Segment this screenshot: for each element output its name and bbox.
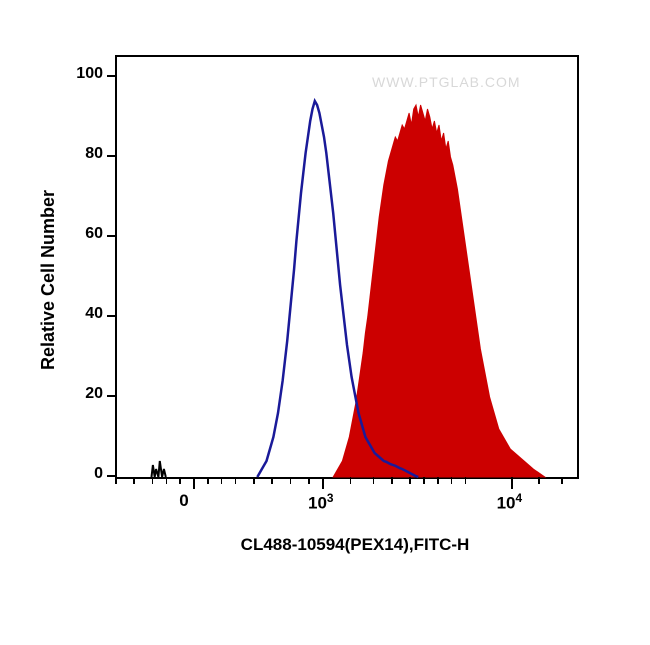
x-neg-minor-tick <box>179 477 181 484</box>
x-neg-minor-tick <box>166 477 168 484</box>
x-minor-tick <box>221 477 223 484</box>
y-tick-label: 80 <box>85 145 103 163</box>
x-minor-tick <box>207 477 209 484</box>
plot-area: WWW.PTGLAB.COM <box>115 55 579 479</box>
x-minor-tick <box>451 477 453 484</box>
stained-histogram <box>333 105 545 477</box>
x-minor-tick <box>235 477 237 484</box>
x-neg-minor-tick <box>115 477 117 484</box>
x-minor-tick <box>538 477 540 484</box>
x-minor-tick <box>253 477 255 484</box>
y-tick-label: 100 <box>76 65 103 83</box>
y-tick-label: 40 <box>85 305 103 323</box>
x-minor-tick <box>290 477 292 484</box>
x-tick-mark <box>322 477 324 489</box>
y-axis-label: Relative Cell Number <box>38 190 59 370</box>
y-tick-label: 20 <box>85 385 103 403</box>
x-neg-minor-tick <box>133 477 135 484</box>
histogram-svg <box>117 57 577 477</box>
x-minor-tick <box>391 477 393 484</box>
x-minor-tick <box>373 477 375 484</box>
y-tick-mark <box>107 475 115 477</box>
x-minor-tick <box>465 477 467 484</box>
x-minor-tick <box>423 477 425 484</box>
x-minor-tick <box>561 477 563 484</box>
x-neg-minor-tick <box>152 477 154 484</box>
x-minor-tick <box>350 477 352 484</box>
x-tick-mark <box>511 477 513 489</box>
y-tick-mark <box>107 315 115 317</box>
x-minor-tick <box>409 477 411 484</box>
x-minor-tick <box>437 477 439 484</box>
x-tick-label: 103 <box>308 491 334 514</box>
y-tick-label: 0 <box>94 465 103 483</box>
y-tick-label: 60 <box>85 225 103 243</box>
baseline-noise <box>152 461 166 477</box>
x-axis-label: CL488-10594(PEX14),FITC-H <box>95 535 615 555</box>
x-minor-tick <box>271 477 273 484</box>
x-tick-label: 104 <box>497 491 523 514</box>
y-tick-mark <box>107 235 115 237</box>
y-tick-mark <box>107 155 115 157</box>
x-tick-label: 0 <box>179 491 188 511</box>
y-tick-mark <box>107 75 115 77</box>
y-tick-mark <box>107 395 115 397</box>
flow-cytometry-chart: WWW.PTGLAB.COM Relative Cell Number CL48… <box>0 0 650 645</box>
x-tick-mark <box>193 477 195 489</box>
x-minor-tick <box>308 477 310 484</box>
